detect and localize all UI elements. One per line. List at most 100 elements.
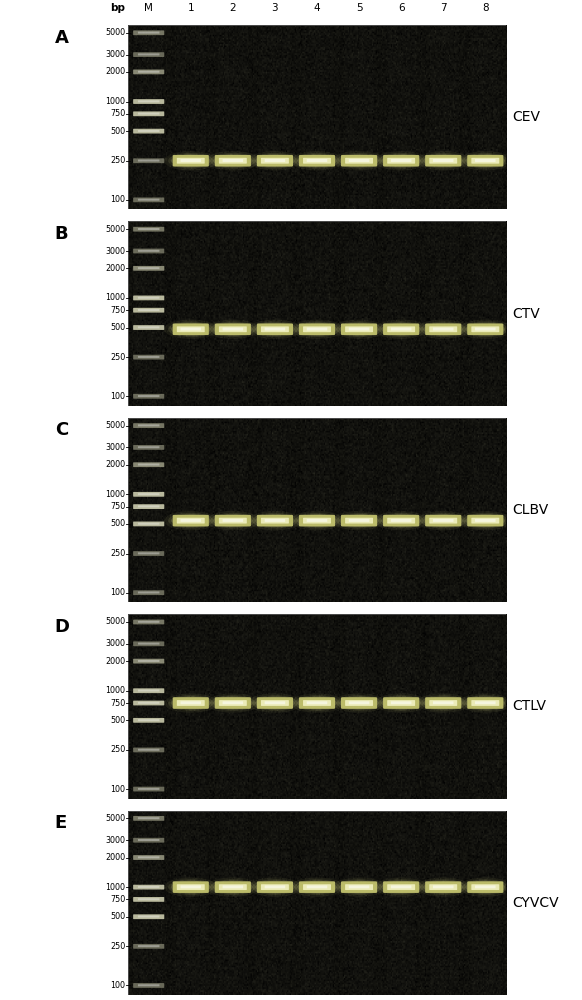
FancyBboxPatch shape xyxy=(219,518,247,524)
FancyBboxPatch shape xyxy=(391,519,411,522)
Ellipse shape xyxy=(164,320,218,339)
FancyBboxPatch shape xyxy=(257,155,293,167)
Ellipse shape xyxy=(336,153,382,169)
Text: E: E xyxy=(55,814,67,832)
FancyBboxPatch shape xyxy=(383,881,419,893)
FancyBboxPatch shape xyxy=(177,518,205,524)
FancyBboxPatch shape xyxy=(303,158,331,164)
FancyBboxPatch shape xyxy=(303,326,331,332)
FancyBboxPatch shape xyxy=(383,323,419,335)
Text: 1000: 1000 xyxy=(105,97,125,106)
FancyBboxPatch shape xyxy=(430,326,457,332)
Ellipse shape xyxy=(466,323,505,336)
Ellipse shape xyxy=(168,695,214,711)
FancyBboxPatch shape xyxy=(177,700,205,706)
Ellipse shape xyxy=(336,513,382,528)
Ellipse shape xyxy=(290,511,344,530)
FancyBboxPatch shape xyxy=(391,701,411,704)
FancyBboxPatch shape xyxy=(430,158,457,164)
Ellipse shape xyxy=(290,320,344,339)
FancyBboxPatch shape xyxy=(138,356,159,358)
FancyBboxPatch shape xyxy=(425,515,462,526)
Ellipse shape xyxy=(339,881,379,894)
Text: CTLV: CTLV xyxy=(513,699,546,713)
Ellipse shape xyxy=(381,696,421,710)
FancyBboxPatch shape xyxy=(138,113,159,115)
Ellipse shape xyxy=(168,321,214,337)
FancyBboxPatch shape xyxy=(133,394,164,399)
FancyBboxPatch shape xyxy=(467,155,503,167)
FancyBboxPatch shape xyxy=(138,505,159,507)
FancyBboxPatch shape xyxy=(138,53,159,55)
Ellipse shape xyxy=(336,695,382,711)
FancyBboxPatch shape xyxy=(133,641,164,646)
FancyBboxPatch shape xyxy=(430,700,457,706)
Ellipse shape xyxy=(339,514,379,527)
Text: 2000: 2000 xyxy=(105,460,125,469)
Ellipse shape xyxy=(171,696,211,710)
Ellipse shape xyxy=(290,693,344,713)
Ellipse shape xyxy=(164,693,218,713)
FancyBboxPatch shape xyxy=(177,326,205,332)
FancyBboxPatch shape xyxy=(138,984,159,986)
Ellipse shape xyxy=(294,879,340,895)
FancyBboxPatch shape xyxy=(475,701,495,704)
FancyBboxPatch shape xyxy=(475,519,495,522)
FancyBboxPatch shape xyxy=(475,328,495,330)
Ellipse shape xyxy=(424,323,463,336)
FancyBboxPatch shape xyxy=(133,423,164,428)
FancyBboxPatch shape xyxy=(219,158,247,164)
Ellipse shape xyxy=(290,877,344,897)
FancyBboxPatch shape xyxy=(345,700,373,706)
FancyBboxPatch shape xyxy=(345,326,373,332)
Ellipse shape xyxy=(210,153,255,169)
Ellipse shape xyxy=(374,511,428,530)
FancyBboxPatch shape xyxy=(133,838,164,843)
FancyBboxPatch shape xyxy=(133,659,164,664)
FancyBboxPatch shape xyxy=(299,515,335,526)
Ellipse shape xyxy=(463,321,508,337)
Ellipse shape xyxy=(459,151,512,170)
FancyBboxPatch shape xyxy=(475,885,495,888)
FancyBboxPatch shape xyxy=(138,32,159,34)
Ellipse shape xyxy=(294,321,340,337)
Ellipse shape xyxy=(424,154,463,167)
Ellipse shape xyxy=(206,511,260,530)
FancyBboxPatch shape xyxy=(261,158,289,164)
Text: CTV: CTV xyxy=(513,307,540,321)
FancyBboxPatch shape xyxy=(133,492,164,497)
FancyBboxPatch shape xyxy=(215,155,251,167)
FancyBboxPatch shape xyxy=(222,701,243,704)
Text: 100: 100 xyxy=(110,392,125,401)
FancyBboxPatch shape xyxy=(138,719,159,721)
Ellipse shape xyxy=(252,879,297,895)
FancyBboxPatch shape xyxy=(180,159,201,162)
FancyBboxPatch shape xyxy=(391,885,411,888)
Ellipse shape xyxy=(466,881,505,894)
Ellipse shape xyxy=(336,321,382,337)
Ellipse shape xyxy=(421,879,466,895)
Ellipse shape xyxy=(171,881,211,894)
Text: 4: 4 xyxy=(314,3,320,13)
Text: 100: 100 xyxy=(110,981,125,990)
Text: 3000: 3000 xyxy=(105,443,125,452)
FancyBboxPatch shape xyxy=(180,701,201,704)
Ellipse shape xyxy=(416,320,470,339)
FancyBboxPatch shape xyxy=(133,551,164,556)
FancyBboxPatch shape xyxy=(138,856,159,858)
FancyBboxPatch shape xyxy=(138,552,159,554)
Ellipse shape xyxy=(171,514,211,527)
FancyBboxPatch shape xyxy=(138,446,159,448)
FancyBboxPatch shape xyxy=(138,621,159,623)
Ellipse shape xyxy=(416,511,470,530)
FancyBboxPatch shape xyxy=(391,328,411,330)
FancyBboxPatch shape xyxy=(425,881,462,893)
FancyBboxPatch shape xyxy=(349,159,370,162)
FancyBboxPatch shape xyxy=(133,296,164,300)
Ellipse shape xyxy=(381,323,421,336)
FancyBboxPatch shape xyxy=(133,855,164,860)
FancyBboxPatch shape xyxy=(299,323,335,335)
Ellipse shape xyxy=(294,153,340,169)
Text: 5000: 5000 xyxy=(105,421,125,430)
FancyBboxPatch shape xyxy=(387,700,415,706)
